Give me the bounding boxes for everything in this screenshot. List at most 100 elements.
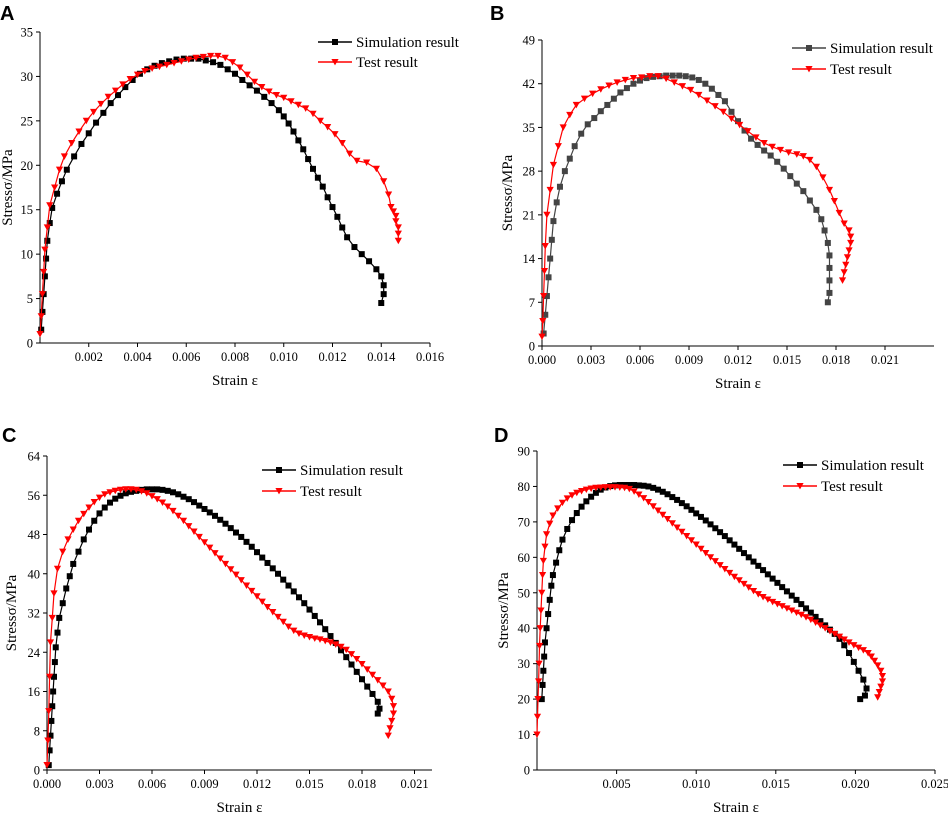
- data-point: [826, 627, 834, 635]
- data-point: [386, 725, 394, 732]
- data-point: [265, 88, 273, 95]
- data-point: [571, 143, 578, 150]
- data-point: [643, 75, 650, 82]
- data-point: [669, 72, 676, 79]
- data-point: [148, 493, 156, 500]
- data-point: [702, 80, 709, 87]
- data-point: [185, 56, 193, 63]
- data-point: [566, 155, 573, 162]
- data-point: [331, 131, 339, 138]
- data-point: [163, 61, 171, 69]
- data-point: [662, 75, 670, 83]
- data-point: [797, 611, 805, 619]
- data-point: [338, 647, 344, 654]
- data-point: [674, 496, 681, 503]
- data-point: [826, 252, 833, 259]
- legend-marker: [331, 58, 339, 66]
- data-point: [563, 495, 571, 502]
- data-point: [78, 140, 85, 147]
- data-point: [192, 54, 200, 62]
- data-point: [779, 584, 786, 591]
- y-tick-label: 20: [518, 693, 531, 707]
- data-point: [650, 73, 657, 80]
- data-point: [93, 119, 100, 126]
- data-point: [549, 161, 558, 169]
- data-point: [275, 570, 281, 577]
- y-tick-label: 15: [21, 203, 34, 217]
- data-point: [164, 487, 171, 494]
- data-point: [773, 601, 781, 608]
- data-point: [207, 52, 215, 60]
- data-point: [347, 651, 356, 658]
- data-point: [774, 579, 781, 586]
- data-point: [41, 273, 48, 280]
- data-point: [845, 639, 853, 646]
- data-point: [578, 130, 585, 137]
- data-point: [761, 147, 768, 154]
- data-point: [715, 91, 722, 98]
- data-point: [319, 183, 326, 190]
- data-point: [324, 124, 332, 131]
- y-tick-label: 0: [34, 764, 40, 778]
- series-test: [533, 484, 887, 738]
- data-point: [736, 121, 744, 129]
- data-point: [54, 629, 61, 636]
- data-point: [711, 103, 719, 110]
- data-point: [210, 59, 217, 66]
- data-point: [845, 227, 853, 234]
- data-point: [384, 191, 393, 199]
- data-point: [259, 554, 266, 561]
- y-tick-label: 10: [518, 728, 531, 742]
- data-point: [309, 110, 317, 118]
- data-point: [864, 649, 872, 657]
- data-point: [294, 101, 302, 109]
- y-tick-label: 40: [518, 622, 531, 636]
- data-point: [202, 57, 209, 64]
- data-point: [645, 483, 652, 490]
- data-point: [212, 512, 218, 519]
- data-point: [568, 492, 576, 499]
- x-tick-label: 0.000: [528, 353, 556, 367]
- data-point: [314, 174, 321, 181]
- data-point: [861, 692, 868, 699]
- data-point: [258, 84, 266, 91]
- x-tick-label: 0.006: [138, 777, 166, 791]
- data-point: [243, 538, 250, 545]
- data-point: [659, 488, 666, 495]
- data-point: [90, 108, 98, 116]
- data-point: [546, 596, 553, 603]
- x-tick-label: 0.012: [243, 777, 271, 791]
- data-point: [253, 593, 261, 600]
- data-point: [650, 484, 657, 491]
- data-point: [640, 482, 647, 489]
- data-point: [91, 517, 98, 524]
- data-point: [48, 717, 55, 724]
- data-point: [280, 576, 287, 583]
- data-point: [535, 660, 543, 668]
- data-point: [731, 541, 738, 548]
- y-tick-label: 21: [523, 208, 536, 222]
- data-point: [640, 495, 648, 502]
- data-point: [748, 135, 755, 142]
- data-point: [250, 78, 259, 86]
- data-point: [343, 654, 350, 661]
- data-point: [553, 559, 560, 566]
- data-point: [559, 536, 566, 543]
- data-point: [769, 575, 776, 582]
- data-point: [159, 486, 166, 493]
- data-point: [591, 115, 598, 122]
- y-tick-label: 25: [21, 114, 34, 128]
- legend-marker: [806, 45, 812, 51]
- data-point: [842, 261, 850, 269]
- data-point: [835, 633, 844, 641]
- data-point: [46, 639, 55, 646]
- data-point: [569, 517, 576, 524]
- data-point: [104, 93, 112, 101]
- data-point: [854, 644, 863, 652]
- data-point: [206, 509, 213, 516]
- chart-a: 0 5 10 15 20 25 30 35 0.002 0.004 0.006 0.008 0.010 0…: [0, 26, 460, 390]
- data-point: [819, 174, 827, 181]
- data-point: [40, 268, 48, 276]
- data-point: [238, 533, 245, 540]
- data-point: [239, 76, 246, 83]
